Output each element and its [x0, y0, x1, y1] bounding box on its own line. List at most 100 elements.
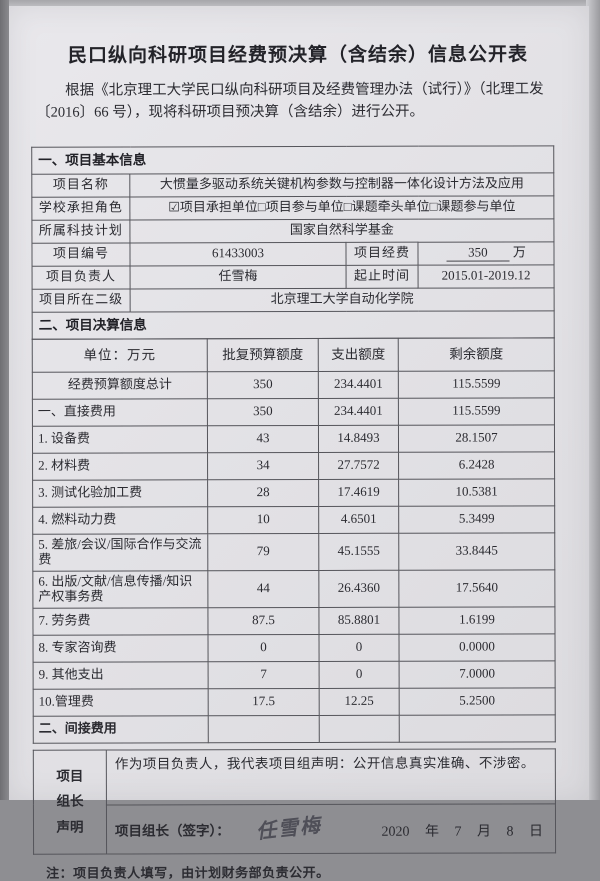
budget-row: 5. 差旅/会议/国际合作与交流费 79 45.1555 33.8445: [32, 532, 555, 572]
budget-column-header: 批复预算额度: [207, 338, 319, 372]
funding-label: 项目经费: [345, 242, 419, 266]
budget-cell: 79: [207, 533, 319, 571]
budget-cell: 10: [207, 506, 319, 534]
budget-cell: 85.8801: [318, 606, 399, 635]
budget-cell: 14.8493: [318, 425, 399, 453]
basic-info-table: 一、项目基本信息 项目名称 大惯量多驱动系统关键机构参数与控制器一体化设计方法及…: [31, 145, 555, 340]
budget-table-body: 单位：万元 批复预算额度 支出额度 剩余额度 经费预算额度总计 350 234.4401 11…: [32, 337, 556, 743]
project-name-label: 项目名称: [31, 173, 130, 198]
role-options: ☑项目承担单位□项目参与单位□课题牵头单位□课题参与单位: [129, 195, 554, 220]
budget-row: 1. 设备费 43 14.8493 28.1507: [32, 424, 555, 454]
photo-edge-right: [586, 0, 600, 800]
sign-label: 项目组长（签字）：: [114, 822, 230, 839]
declaration-side-label: 项目 组长 声明: [33, 749, 107, 854]
budget-row-label: 二、间接费用: [33, 715, 209, 743]
budget-column-header: 剩余额度: [398, 337, 555, 372]
plan-label: 所属科技计划: [31, 219, 130, 244]
budget-cell: 44: [207, 570, 319, 608]
funding-amount: 350: [446, 244, 510, 262]
declaration-label-line3: 声明: [56, 819, 84, 835]
budget-cell: 17.5: [208, 688, 320, 716]
project-name-value: 大惯量多驱动系统关键机构参数与控制器一体化设计方法及应用: [129, 172, 554, 197]
budget-row-label: 7. 劳务费: [32, 607, 208, 635]
budget-cell: [399, 714, 556, 742]
budget-row: 一、直接费用 350 234.4401 115.5599: [32, 397, 555, 427]
role-option-label: 项目承担单位: [179, 199, 258, 215]
sign-date: 2020 年 7 月 8 日: [381, 824, 544, 840]
budget-cell: 28.1507: [398, 424, 555, 453]
page-title: 民口纵向科研项目经费预决算（含结余）信息公开表: [67, 44, 529, 67]
leader-label: 项目负责人: [32, 265, 131, 290]
budget-row: 二、间接费用: [33, 714, 556, 743]
declaration-label-line1: 项目: [56, 768, 84, 784]
budget-row: 6. 出版/文献/信息传播/知识产权事务费 44 26.4360 17.5640: [32, 569, 555, 608]
budget-header-row: 单位：万元 批复预算额度 支出额度 剩余额度: [32, 337, 555, 373]
budget-cell: 7: [208, 661, 320, 689]
budget-cell: 5.2500: [399, 687, 556, 715]
budget-cell: 350: [207, 398, 319, 426]
budget-cell: 0.0000: [398, 633, 556, 661]
budget-row: 3. 测试化验加工费 28 17.4619 10.5381: [32, 478, 555, 508]
budget-cell: 0: [207, 634, 320, 662]
checkbox-checked-icon: ☑: [168, 199, 180, 215]
budget-cell: 34: [207, 452, 319, 480]
budget-cell: [319, 714, 400, 743]
role-option-label: 课题牵头单位: [351, 199, 430, 215]
role-label: 学校承担角色: [31, 196, 130, 221]
budget-row-label: 一、直接费用: [32, 398, 208, 427]
budget-cell: 43: [207, 425, 319, 453]
budget-row: 经费预算额度总计 350 234.4401 115.5599: [32, 370, 555, 400]
budget-row: 9. 其他支出 7 0 7.0000: [33, 660, 556, 689]
project-number-value: 61433003: [129, 242, 347, 266]
budget-row-label: 2. 材料费: [32, 452, 208, 481]
budget-cell: 234.4401: [318, 371, 399, 399]
budget-cell: 33.8445: [398, 532, 555, 571]
budget-cell: 7.0000: [399, 660, 556, 688]
budget-cell: 0: [318, 633, 400, 662]
budget-row-label: 5. 差旅/会议/国际合作与交流费: [32, 533, 208, 572]
footnote: 注：项目负责人填写，由计划财务部负责公开。: [46, 864, 330, 881]
signature-row: 项目组长（签字）： 任雪梅 2020 年 7 月 8 日: [106, 803, 556, 854]
dept-value: 北京理工大学自动化学院: [130, 287, 555, 312]
budget-cell: 28: [207, 479, 319, 507]
checkbox-unchecked-icon: □: [429, 199, 438, 215]
budget-table: 单位：万元 批复预算额度 支出额度 剩余额度 经费预算额度总计 350 234.4401 11…: [32, 337, 556, 743]
budget-row: 7. 劳务费 87.5 85.8801 1.6199: [32, 606, 555, 635]
budget-cell: 4.6501: [318, 506, 399, 534]
budget-column-header: 支出额度: [318, 338, 399, 372]
period-label: 起止时间: [346, 265, 419, 289]
budget-cell: 350: [207, 371, 319, 399]
declaration-statement: 作为项目负责人，我代表项目组声明：公开信息真实准确、不涉密。: [106, 748, 556, 805]
project-number-label: 项目编号: [31, 242, 131, 267]
funding-unit: 万: [512, 244, 526, 260]
budget-row: 10.管理费 17.5 12.25 5.2500: [33, 687, 556, 716]
signature-handwriting: 任雪梅: [254, 812, 323, 844]
budget-cell: 10.5381: [398, 478, 555, 507]
budget-row-label: 10.管理费: [33, 688, 209, 716]
budget-cell: 115.5599: [398, 370, 555, 399]
budget-cell: 1.6199: [398, 606, 555, 634]
plan-value: 国家自然科学基金: [129, 218, 554, 243]
budget-cell: 17.4619: [318, 479, 399, 507]
budget-row-label: 6. 出版/文献/信息传播/知识产权事务费: [32, 570, 208, 608]
paper-sheet: 民口纵向科研项目经费预决算（含结余）信息公开表 根据《北京理工大学民口纵向科研项…: [9, 6, 589, 880]
declaration-label-line2: 组长: [56, 793, 84, 809]
role-option-label: 项目参与单位: [265, 199, 344, 215]
budget-cell: 12.25: [319, 687, 400, 716]
funding-value: 350 万: [417, 241, 555, 266]
role-option-label: 课题参与单位: [437, 198, 516, 215]
budget-cell: 5.3499: [398, 505, 555, 534]
photo-edge-left: [0, 0, 9, 800]
budget-cell: 115.5599: [398, 397, 555, 426]
dept-label: 项目所在二级: [32, 288, 131, 313]
budget-cell: 45.1555: [318, 533, 399, 571]
budget-cell: 234.4401: [318, 398, 399, 426]
budget-column-header: 单位：万元: [32, 338, 208, 373]
budget-cell: 26.4360: [318, 570, 399, 608]
budget-row-label: 4. 燃料动力费: [32, 506, 208, 535]
budget-row: 4. 燃料动力费 10 4.6501 5.3499: [32, 505, 555, 535]
section2-header: 二、项目决算信息: [32, 310, 555, 340]
leader-value: 任雪梅: [130, 265, 347, 289]
budget-row: 2. 材料费 34 27.7572 6.2428: [32, 451, 555, 481]
intro-paragraph: 根据《北京理工大学民口纵向科研项目及经费管理办法（试行）》（北理工发〔2016〕…: [36, 81, 544, 122]
